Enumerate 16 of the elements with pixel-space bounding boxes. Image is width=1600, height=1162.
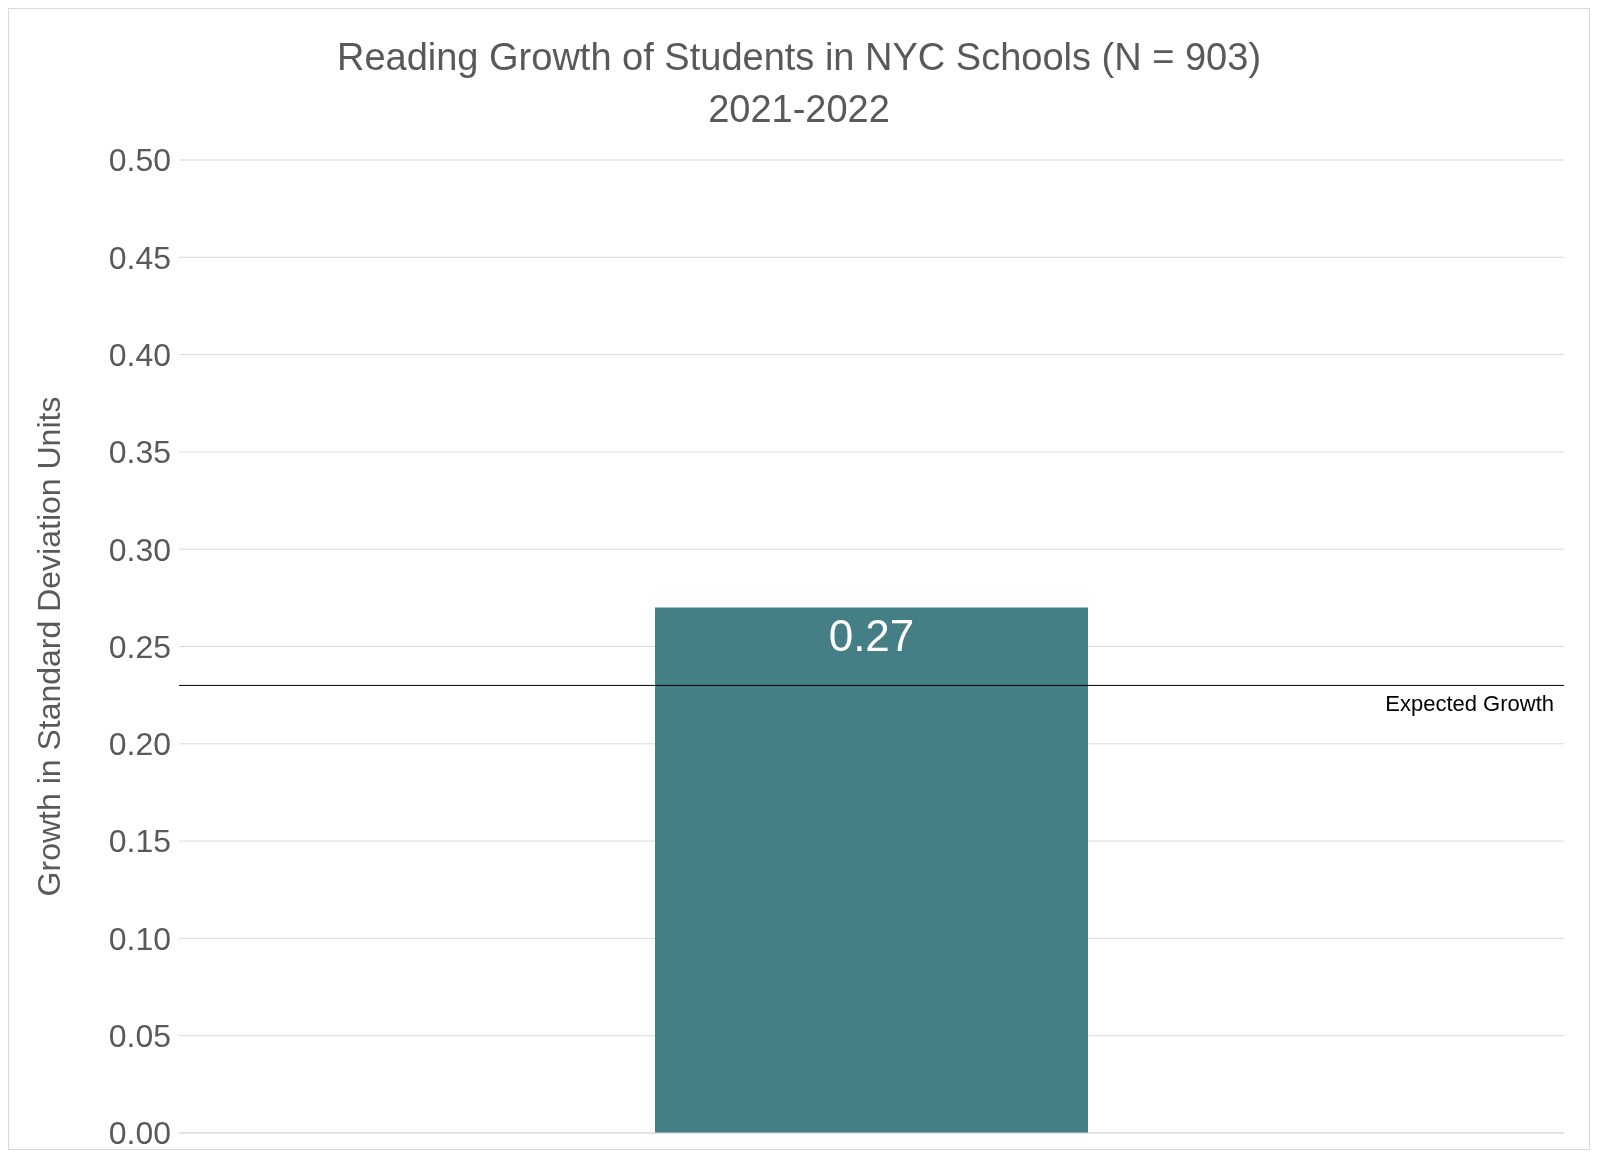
y-tick-label: 0.00 <box>108 1115 171 1152</box>
y-tick-label: 0.20 <box>108 726 171 763</box>
y-tick-label: 0.10 <box>108 920 171 957</box>
ref-line-label: Expected Growth <box>1385 691 1554 717</box>
y-tick-label: 0.05 <box>108 1018 171 1055</box>
y-tick-label: 0.50 <box>108 142 171 179</box>
chart-subtitle: 2021-2022 <box>707 87 891 132</box>
y-tick-label: 0.45 <box>108 239 171 276</box>
y-tick-label: 0.15 <box>108 823 171 860</box>
y-axis-title: Growth in Standard Deviation Units <box>31 396 68 897</box>
y-tick-label: 0.35 <box>108 434 171 471</box>
y-tick-label: 0.40 <box>108 336 171 373</box>
chart-title: Reading Growth of Students in NYC Schools (N = 903) <box>335 35 1263 80</box>
y-tick-label: 0.30 <box>108 531 171 568</box>
data-label: 0.27 <box>828 610 915 660</box>
y-tick-label: 0.25 <box>108 628 171 665</box>
